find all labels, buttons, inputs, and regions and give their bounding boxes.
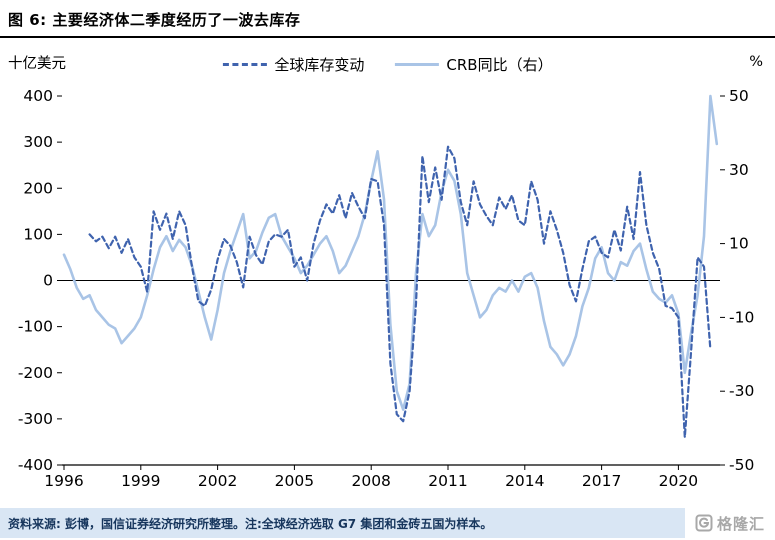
y-right-tick-label: 10 xyxy=(729,235,749,253)
y-left-tick-label: 300 xyxy=(23,133,53,151)
legend-item-crb: CRB同比（右） xyxy=(394,54,553,75)
gelonghui-logo-icon xyxy=(695,514,713,532)
left-axis-unit: 十亿美元 xyxy=(8,56,66,72)
y-axis-left: 400 300 200 100 0 -100 -200 -300 -400 xyxy=(18,87,62,474)
y-left-tick-label: 0 xyxy=(43,272,53,290)
x-tick-label: 1999 xyxy=(121,472,160,490)
figure-title: 图 6: 主要经济体二季度经历了一波去库存 xyxy=(8,11,301,29)
figure-footer: 资料来源: 彭博，国信证券经济研究所整理。注:全球经济选取 G7 集团和金砖五国… xyxy=(0,508,775,538)
x-tick-label: 2011 xyxy=(428,472,467,490)
chart-legend: 全球库存变动 CRB同比（右） xyxy=(222,54,553,75)
y-right-tick-label: -10 xyxy=(729,308,754,326)
chart-canvas: 1996 1999 2002 2005 2008 2011 2014 2017 2020 400 3… xyxy=(18,87,755,490)
x-tick-label: 2005 xyxy=(275,472,314,490)
legend-line-dashed-icon xyxy=(222,63,267,66)
legend-item-inventory: 全球库存变动 xyxy=(222,54,364,75)
y-axis-right: 50 30 10 -10 -30 -50 xyxy=(720,87,754,474)
y-right-tick-label: 50 xyxy=(729,87,749,105)
legend-label-crb: CRB同比（右） xyxy=(446,56,553,74)
right-axis-unit: % xyxy=(749,54,763,70)
x-tick-label: 2020 xyxy=(659,472,698,490)
y-right-tick-label: -30 xyxy=(729,382,754,400)
x-tick-label: 1996 xyxy=(44,472,83,490)
x-tick-label: 2002 xyxy=(198,472,237,490)
y-left-tick-label: 400 xyxy=(23,87,53,105)
y-left-tick-label: 200 xyxy=(23,179,53,197)
gelonghui-logo: 格隆汇 xyxy=(685,508,775,538)
series-line-inventory_change xyxy=(88,145,712,439)
series-line-crb_yoy xyxy=(62,94,719,411)
y-right-tick-label: 30 xyxy=(729,161,749,179)
chart-section: 1996 1999 2002 2005 2008 2011 2014 2017 2020 400 3… xyxy=(0,38,775,508)
y-left-tick-label: -100 xyxy=(18,318,53,336)
x-tick-label: 2008 xyxy=(351,472,390,490)
legend-label-inventory: 全球库存变动 xyxy=(274,56,365,74)
figure-header: 图 6: 主要经济体二季度经历了一波去库存 xyxy=(0,0,775,38)
y-left-tick-label: -300 xyxy=(18,410,53,428)
x-axis: 1996 1999 2002 2005 2008 2011 2014 2017 2020 xyxy=(44,464,720,490)
source-note: 资料来源: 彭博，国信证券经济研究所整理。注:全球经济选取 G7 集团和金砖五国… xyxy=(0,508,685,538)
y-left-tick-label: -200 xyxy=(18,364,53,382)
x-tick-label: 2017 xyxy=(582,472,621,490)
legend-line-solid-icon xyxy=(394,63,439,66)
x-tick-label: 2014 xyxy=(505,472,544,490)
gelonghui-logo-text: 格隆汇 xyxy=(716,514,765,533)
y-right-tick-label: -50 xyxy=(729,456,754,474)
y-left-tick-label: -400 xyxy=(18,456,53,474)
y-left-tick-label: 100 xyxy=(23,225,53,243)
